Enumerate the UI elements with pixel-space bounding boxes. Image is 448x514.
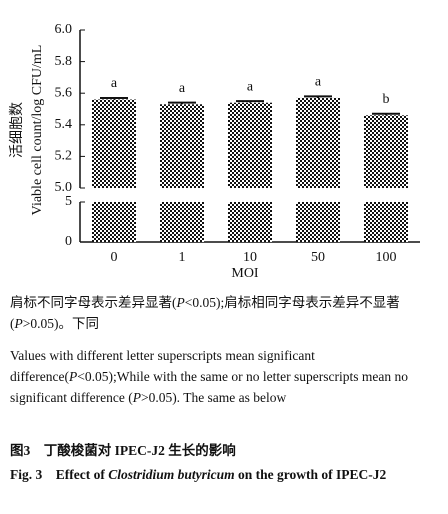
bar [296, 202, 340, 242]
text-run: <0.05);While with the same or no letter … [10, 369, 408, 405]
chart: 活细胞数 Viable cell count/log CFU/mL MOI 0 5… [9, 22, 420, 281]
text-run: <0.05);肩标相同字母表示差异不显著( [10, 295, 400, 331]
y-tick-label: 5.0 [55, 180, 73, 195]
text-run: P [14, 316, 23, 331]
significance-letter: a [247, 79, 254, 94]
bar [364, 115, 408, 188]
y-tick-label: 5.6 [55, 85, 73, 100]
x-tick-label: 0 [111, 250, 118, 265]
y-tick-label: 0 [65, 234, 72, 249]
y-tick-label: 5.2 [55, 149, 73, 164]
text-run: P [68, 369, 78, 384]
y-tick-label: 5 [65, 194, 72, 209]
text-run: Clostridium butyricum [108, 467, 235, 482]
bar [228, 102, 272, 188]
bar [296, 97, 340, 188]
note-zh: 肩标不同字母表示差异显著(P<0.05);肩标相同字母表示差异不显著(P>0.0… [10, 292, 435, 334]
error-bar [304, 95, 332, 98]
y-tick-label: 6.0 [55, 22, 73, 37]
text-run: on the growth of IPEC-J2 [234, 467, 387, 482]
x-tick-label: 100 [376, 250, 397, 265]
text-run: >0.05)。下同 [22, 316, 99, 331]
bar [364, 202, 408, 242]
text-run: Values with different letter superscript… [10, 348, 315, 384]
error-bar [372, 112, 400, 116]
text-run: P [176, 295, 185, 310]
bar [160, 104, 204, 188]
error-bar [100, 96, 128, 100]
note-en: Values with different letter superscript… [10, 345, 435, 408]
figure-title-zh: 图3 丁酸梭菌对 IPEC-J2 生长的影响 [10, 443, 236, 458]
y-label-zh: 活细胞数 [9, 102, 25, 158]
bar [92, 202, 136, 242]
error-bar [236, 100, 264, 103]
bar [228, 202, 272, 242]
y-label: Viable cell count/log CFU/mL [30, 45, 45, 216]
x-tick-label: 10 [243, 250, 257, 265]
error-bar [168, 101, 196, 105]
text-run: >0.05). The same as below [140, 390, 287, 405]
significance-letter: a [179, 81, 186, 96]
significance-letter: a [111, 76, 118, 91]
x-tick-label: 50 [311, 250, 325, 265]
bar [160, 202, 204, 242]
x-label: MOI [231, 266, 259, 281]
text-run: 肩标不同字母表示差异显著( [10, 295, 177, 310]
y-tick-label: 5.4 [55, 117, 73, 132]
bar [92, 99, 136, 188]
significance-letter: b [383, 92, 390, 107]
x-tick-label: 1 [179, 250, 186, 265]
significance-letter: a [315, 75, 322, 90]
y-tick-label: 5.8 [55, 54, 73, 69]
figure-title-en: Fig. 3 Effect of Clostridium butyricum o… [10, 464, 435, 485]
text-run: P [132, 390, 141, 405]
text-run: Fig. 3 Effect of [10, 467, 109, 482]
